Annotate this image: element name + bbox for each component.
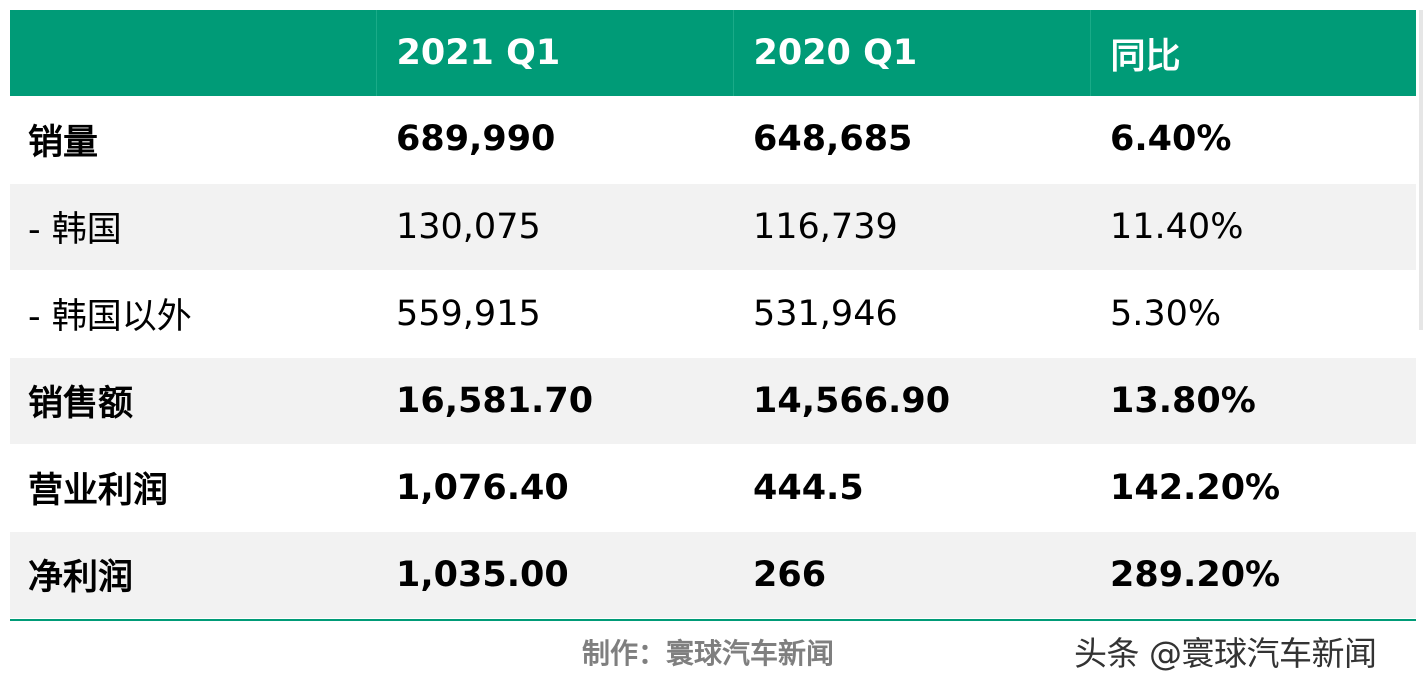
cell-2021: 1,076.40 — [376, 444, 733, 532]
table-bottom-divider — [10, 619, 1416, 621]
scrollbar-track[interactable] — [1419, 10, 1423, 330]
cell-yoy: 11.40% — [1090, 183, 1416, 271]
cell-2021: 16,581.70 — [376, 357, 733, 445]
sales-table: 2021 Q1 2020 Q1 同比 销量 689,990 648,685 6.… — [10, 10, 1416, 619]
cell-2021: 130,075 — [376, 183, 733, 271]
cell-yoy: 5.30% — [1090, 270, 1416, 358]
row-label: - 韩国以外 — [10, 270, 376, 358]
row-label: 销量 — [10, 96, 376, 184]
table-row-revenue: 销售额 16,581.70 14,566.90 13.80% — [10, 357, 1416, 445]
cell-2020: 531,946 — [733, 270, 1090, 358]
table-row-korea: - 韩国 130,075 116,739 11.40% — [10, 183, 1416, 271]
table-container: 2021 Q1 2020 Q1 同比 销量 689,990 648,685 6.… — [10, 10, 1416, 619]
cell-2020: 444.5 — [733, 444, 1090, 532]
cell-2021: 1,035.00 — [376, 531, 733, 619]
cell-2021: 689,990 — [376, 96, 733, 184]
cell-2020: 116,739 — [733, 183, 1090, 271]
cell-2021: 559,915 — [376, 270, 733, 358]
table-header-row: 2021 Q1 2020 Q1 同比 — [10, 10, 1416, 96]
row-label: - 韩国 — [10, 183, 376, 271]
table-row-overseas: - 韩国以外 559,915 531,946 5.30% — [10, 270, 1416, 358]
header-cell-2021q1: 2021 Q1 — [375, 10, 733, 96]
cell-yoy: 142.20% — [1090, 444, 1416, 532]
row-label: 销售额 — [10, 357, 376, 445]
table-row-net-profit: 净利润 1,035.00 266 289.20% — [10, 531, 1416, 619]
cell-2020: 14,566.90 — [733, 357, 1090, 445]
header-cell-empty — [10, 10, 376, 96]
cell-yoy: 6.40% — [1090, 96, 1416, 184]
credit-text: 制作：寰球汽车新闻 — [582, 637, 835, 670]
table-row-operating-profit: 营业利润 1,076.40 444.5 142.20% — [10, 444, 1416, 532]
row-label: 营业利润 — [10, 444, 376, 532]
header-cell-2020q1: 2020 Q1 — [732, 10, 1090, 96]
cell-2020: 266 — [733, 531, 1090, 619]
cell-2020: 648,685 — [733, 96, 1090, 184]
cell-yoy: 289.20% — [1090, 531, 1416, 619]
table-row-sales-volume: 销量 689,990 648,685 6.40% — [10, 96, 1416, 184]
header-cell-yoy: 同比 — [1089, 10, 1416, 96]
cell-yoy: 13.80% — [1090, 357, 1416, 445]
source-watermark: 头条 @寰球汽车新闻 — [1074, 634, 1377, 673]
row-label: 净利润 — [10, 531, 376, 619]
